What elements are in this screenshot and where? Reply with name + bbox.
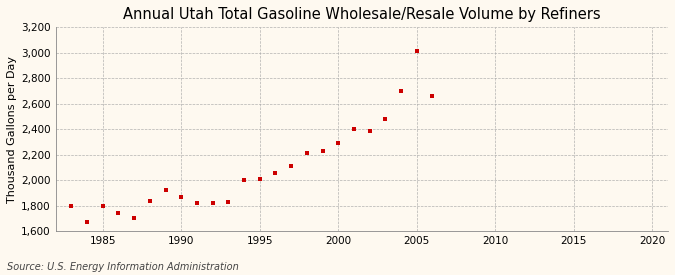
Point <box>223 200 234 204</box>
Point <box>113 211 124 216</box>
Point <box>207 201 218 205</box>
Point <box>97 204 108 208</box>
Point <box>82 220 92 224</box>
Point <box>160 188 171 192</box>
Point <box>239 178 250 182</box>
Point <box>396 89 406 93</box>
Point <box>144 198 155 203</box>
Point <box>411 49 422 54</box>
Point <box>270 170 281 175</box>
Text: Source: U.S. Energy Information Administration: Source: U.S. Energy Information Administ… <box>7 262 238 272</box>
Point <box>348 127 359 131</box>
Title: Annual Utah Total Gasoline Wholesale/Resale Volume by Refiners: Annual Utah Total Gasoline Wholesale/Res… <box>123 7 601 22</box>
Point <box>66 204 77 208</box>
Point <box>254 177 265 181</box>
Y-axis label: Thousand Gallons per Day: Thousand Gallons per Day <box>7 56 17 203</box>
Point <box>333 141 344 145</box>
Point <box>427 94 438 98</box>
Point <box>364 128 375 133</box>
Point <box>176 195 186 199</box>
Point <box>129 216 140 221</box>
Point <box>317 149 328 153</box>
Point <box>192 201 202 205</box>
Point <box>302 151 313 156</box>
Point <box>286 164 296 168</box>
Point <box>380 117 391 121</box>
